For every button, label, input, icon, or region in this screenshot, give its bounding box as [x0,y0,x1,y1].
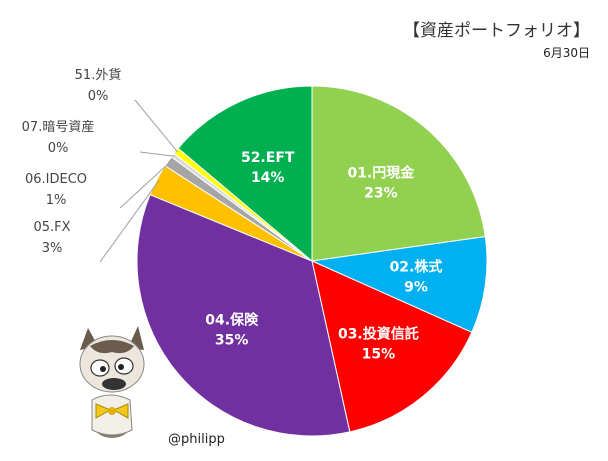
slice-label: 05.FX [33,220,70,235]
slice-percent: 0% [88,89,109,104]
slice-percent: 1% [46,193,67,208]
cat-mascot-icon [79,326,145,438]
slice-percent: 35% [215,333,249,349]
chart-title: 【資産ポートフォリオ】 [403,21,590,41]
slice-label: 06.IDECO [25,172,87,187]
slice-label: 07.暗号資産 [22,119,95,135]
pie-slice [177,85,313,263]
pie-slice [310,236,488,334]
slice-label: 01.円現金 [347,165,415,182]
slice-percent: 0% [48,141,69,156]
leader-line [139,151,175,157]
slice-label: 03.投資信託 [338,325,419,342]
slice-label: 52.EFT [241,150,295,166]
pie-slice [311,260,473,433]
slice-percent: 3% [42,241,63,256]
slice-percent: 14% [251,170,285,186]
slice-percent: 23% [364,186,398,202]
leader-line [134,99,178,153]
slice-label: 02.株式 [390,259,443,276]
slice-percent: 9% [404,280,428,296]
chart-subtitle: 6月30日 [543,46,590,60]
slice-label: 04.保険 [205,312,259,329]
leader-line [99,180,160,263]
leader-line [119,162,171,209]
pie-slice [311,85,486,262]
author-credit: @philipp [168,432,225,447]
slice-label: 51.外貨 [75,67,122,83]
slice-percent: 15% [362,346,396,362]
